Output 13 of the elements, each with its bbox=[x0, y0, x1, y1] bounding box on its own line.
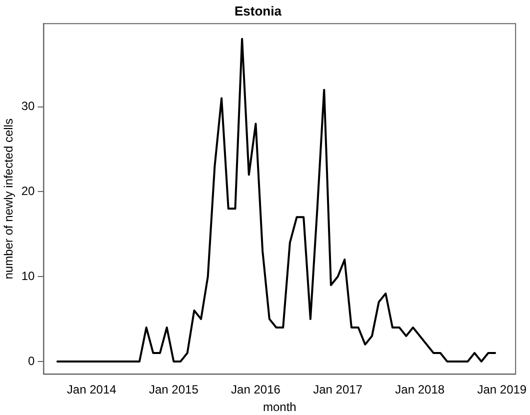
x-axis-title: month bbox=[262, 400, 296, 414]
y-tick-label: 20 bbox=[21, 184, 36, 198]
chart-title: Estonia bbox=[234, 3, 282, 18]
x-tick-label: Jan 2015 bbox=[148, 382, 199, 397]
x-tick-label: Jan 2016 bbox=[231, 382, 281, 397]
x-tick-label: Jan 2014 bbox=[66, 382, 117, 397]
y-tick-label: 0 bbox=[28, 354, 36, 368]
y-axis-title: number of newly infected cells bbox=[2, 118, 16, 280]
x-tick-label: Jan 2018 bbox=[395, 382, 445, 397]
x-tick-label: Jan 2017 bbox=[313, 382, 363, 397]
y-tick-label: 10 bbox=[21, 268, 36, 283]
y-tick-label: 30 bbox=[21, 99, 36, 114]
x-tick-label: Jan 2019 bbox=[477, 382, 527, 397]
